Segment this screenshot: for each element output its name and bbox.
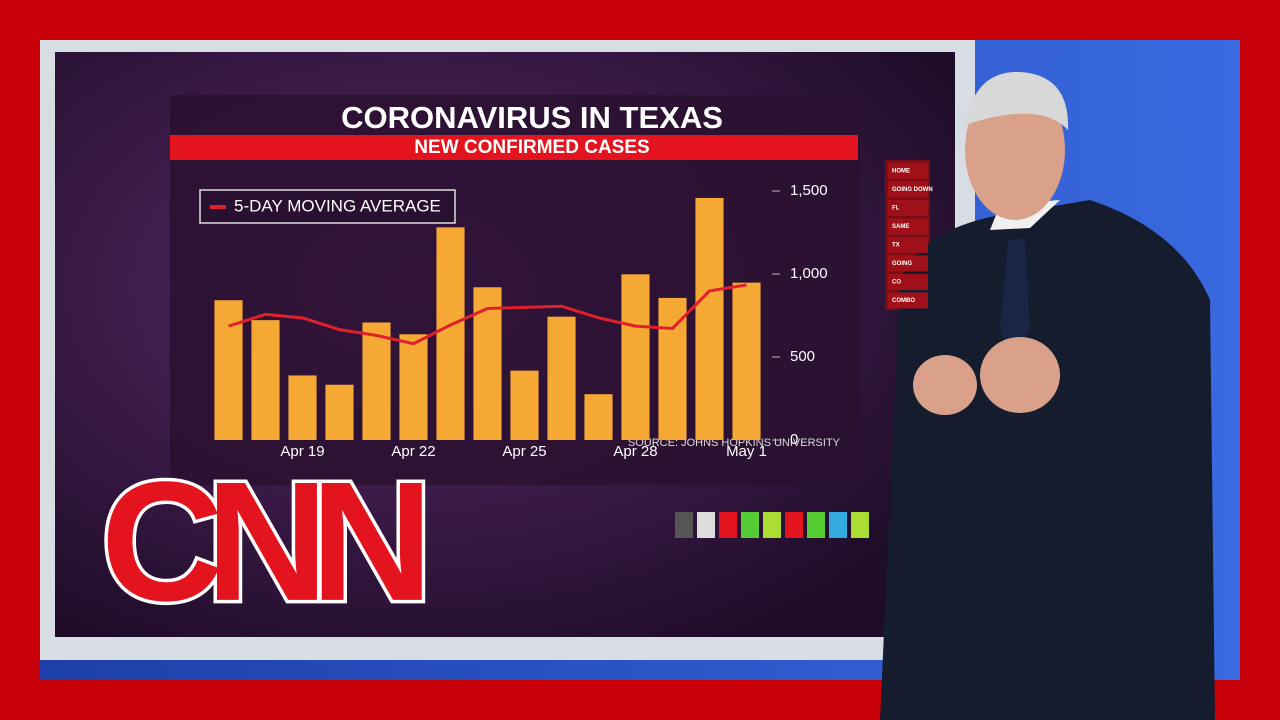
menu-label: TX: [892, 243, 900, 249]
x-tick-label: Apr 19: [280, 443, 324, 460]
bar: [362, 322, 391, 440]
chart-title: CORONAVIRUS IN TEXAS: [341, 100, 723, 135]
bar: [621, 274, 650, 440]
bar: [251, 320, 280, 440]
x-tick-label: Apr 25: [502, 443, 546, 460]
bar: [288, 375, 317, 440]
bar: [473, 287, 502, 440]
menu-label: SAME: [892, 224, 909, 230]
chart-subtitle: NEW CONFIRMED CASES: [414, 137, 649, 158]
menu-label: FL: [892, 206, 900, 212]
logo: CNN: [101, 447, 423, 637]
menu-item[interactable]: [888, 181, 928, 198]
menu-label: COMBO: [892, 298, 915, 304]
menu-item[interactable]: [888, 292, 928, 309]
legend: [199, 189, 456, 224]
legend-label: 5-DAY MOVING AVERAGE: [234, 196, 441, 215]
menu-item[interactable]: [888, 200, 928, 216]
menu-item[interactable]: [888, 255, 928, 272]
y-tick-label: 1,000: [790, 265, 828, 282]
color-swatches: [675, 512, 869, 538]
bar: [658, 297, 687, 440]
x-tick-label: May 1: [726, 443, 767, 460]
menu-label: GOING DOWN: [892, 187, 933, 193]
moving-average-line: [228, 283, 747, 346]
bar: [732, 282, 761, 440]
x-tick-label: Apr 28: [613, 443, 657, 460]
bar: [547, 316, 576, 440]
bar: [399, 334, 428, 440]
menu-item[interactable]: [888, 218, 928, 235]
bar: [584, 394, 613, 440]
y-tick-label: 1,500: [790, 182, 828, 199]
bar: [695, 197, 724, 440]
bar: [510, 370, 539, 440]
menu-item[interactable]: [888, 163, 928, 179]
bar: [436, 227, 465, 440]
menu-label: HOME: [892, 169, 910, 175]
subtitle-banner: [170, 135, 858, 160]
bar: [325, 384, 354, 440]
x-tick-label: Apr 22: [391, 443, 435, 460]
y-tick-label: 500: [790, 348, 815, 365]
menu-label: CO: [892, 280, 901, 286]
menu-item[interactable]: [888, 274, 928, 290]
menu-label: GOING: [892, 261, 912, 267]
menu-item[interactable]: [888, 237, 928, 253]
presenter: [880, 71, 1215, 720]
bar: [214, 300, 243, 440]
y-tick-label: 0: [790, 431, 798, 448]
